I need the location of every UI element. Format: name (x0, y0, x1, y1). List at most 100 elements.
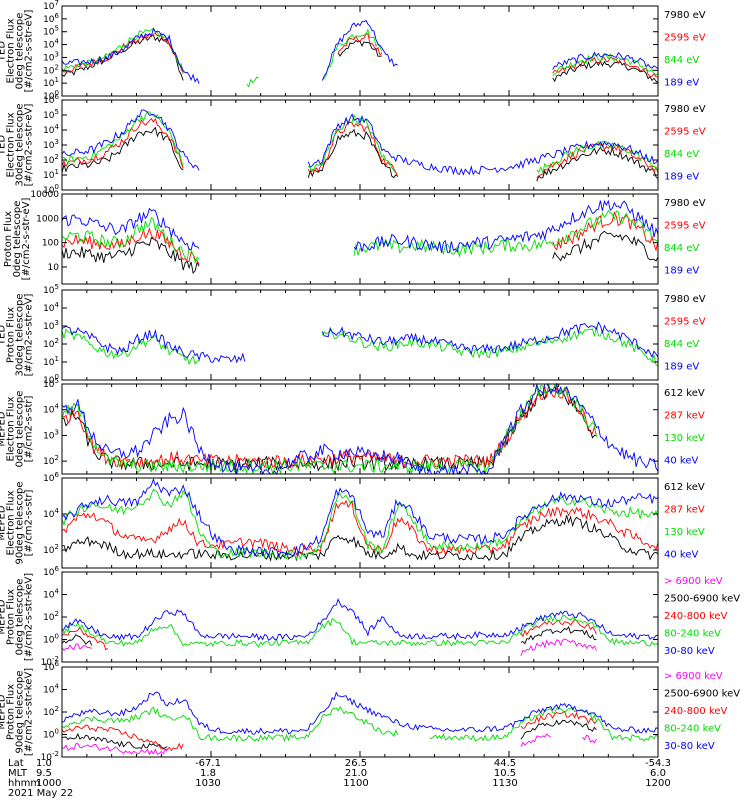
series-line-8-1 (61, 733, 597, 756)
y-tick-label-7-4: 106 (43, 565, 59, 578)
legend-entry-1-1: 7980 eV (664, 10, 706, 21)
footer-value-hhmm-2: 1030 (195, 778, 220, 789)
y-tick-label-3-3: 10000 (30, 190, 59, 200)
y-axis-label-6: MEPEDElectron Flux90deg telescope[#/cm2-… (0, 481, 35, 564)
series-line-6-4 (61, 477, 659, 558)
y-tick-label-1-3: 103 (43, 50, 59, 63)
y-axis-label-7: MEPEDProton Flux0deg telescope[#/cm2-s-s… (0, 573, 35, 661)
legend-entry-3-1: 7980 eV (664, 198, 706, 209)
series-line-6-3 (61, 488, 659, 561)
footer-value-hhmm-1: 1000 (36, 778, 61, 789)
footer-value-hhmm-4: 1130 (492, 778, 517, 789)
legend-entry-6-3: 130 keV (664, 527, 705, 538)
series-line-1-4 (61, 19, 659, 84)
series-line-6-1 (61, 515, 659, 563)
chart-panel-4: 100 101 102 103 104 105 TEDProton Flux30deg te… (0, 283, 706, 386)
y-tick-label-5-3: 105 (43, 377, 59, 390)
y-tick-label-2-6: 106 (43, 93, 59, 106)
footer-value-lat-4: 44.5 (494, 758, 516, 769)
legend-entry-4-2: 2595 eV (664, 317, 706, 328)
legend-entry-1-2: 2595 eV (664, 33, 706, 44)
legend-entry-7-2: 2500-6900 keV (664, 594, 740, 605)
y-tick-label-1-4: 104 (43, 38, 59, 51)
footer-value-mlt-2: 1.8 (200, 768, 216, 779)
y-tick-label-2-0: 100 (43, 183, 59, 196)
chart-panel-8: 10-2 100 102 104 106 MEPEDProton Flux90deg te… (0, 660, 740, 763)
legend-entry-3-3: 844 eV (664, 243, 699, 254)
series-line-2-3 (61, 111, 659, 175)
legend-entry-3-2: 2595 eV (664, 221, 706, 232)
series-line-5-1 (61, 385, 597, 472)
y-axis-label-3: Proton Flux0deg telescope[#/cm2-s-str-eV… (3, 198, 32, 281)
y-tick-label-7-0: 10-2 (41, 655, 59, 668)
y-axis-label-2: TEDElectron Flux30deg telescope[#/cm2-s-… (0, 103, 35, 186)
legend-entry-2-2: 2595 eV (664, 127, 706, 138)
footer-value-mlt-4: 10.5 (494, 768, 516, 779)
chart-panel-5: 102 103 104 105 MEPEDElectron Flux0deg teles… (0, 377, 705, 476)
y-tick-label-4-0: 100 (43, 373, 59, 386)
series-line-8-3 (61, 710, 597, 752)
legend-entry-1-4: 189 eV (664, 78, 699, 89)
y-tick-label-7-3: 104 (43, 588, 59, 601)
series-line-3-4 (61, 199, 659, 253)
y-tick-label-4-1: 101 (43, 355, 59, 368)
y-tick-label-2-2: 102 (43, 153, 59, 166)
series-line-7-1 (61, 638, 597, 656)
y-tick-label-1-2: 102 (43, 63, 59, 76)
series-line-3-3 (61, 209, 659, 264)
y-tick-label-7-2: 102 (43, 610, 59, 623)
y-tick-label-4-2: 102 (43, 337, 59, 350)
legend-entry-4-1: 7980 eV (664, 294, 706, 305)
legend-entry-2-1: 7980 eV (664, 104, 706, 115)
legend-entry-6-4: 40 keV (664, 550, 698, 561)
y-tick-label-8-4: 106 (43, 660, 59, 673)
legend-entry-8-2: 2500-6900 keV (664, 689, 740, 700)
series-line-4-4 (61, 321, 659, 364)
series-line-5-2 (61, 385, 597, 470)
series-line-2-2 (61, 117, 659, 178)
footer-value-mlt-5: 6.0 (650, 768, 666, 779)
y-tick-label-8-3: 104 (43, 683, 59, 696)
y-tick-label-1-7: 107 (43, 0, 59, 12)
legend-entry-7-3: 240-800 keV (664, 611, 728, 622)
y-tick-label-5-2: 104 (43, 403, 59, 416)
footer-value-lat-5: -54.3 (645, 758, 671, 769)
legend-entry-5-2: 287 keV (664, 411, 705, 422)
y-tick-label-1-1: 101 (43, 76, 59, 89)
y-tick-label-7-1: 100 (43, 633, 59, 646)
series-line-8-2 (61, 719, 597, 749)
y-tick-label-1-6: 106 (43, 12, 59, 25)
footer-axis: Lat MLT hhmm 2021 May 22 1.0 -67.1 26.5 44.… (8, 758, 671, 799)
legend-entry-5-1: 612 keV (664, 388, 705, 399)
legend-entry-2-4: 189 eV (664, 172, 699, 183)
y-tick-label-8-2: 102 (43, 705, 59, 718)
y-tick-label-4-4: 104 (43, 301, 59, 314)
series-line-7-5 (61, 598, 658, 641)
y-tick-label-2-1: 101 (43, 168, 59, 181)
y-tick-label-6-0: 102 (43, 543, 59, 556)
footer-date: 2021 May 22 (8, 788, 73, 799)
series-line-8-5 (61, 691, 659, 735)
legend-entry-8-4: 80-240 keV (664, 724, 721, 735)
legend-entry-4-4: 189 eV (664, 362, 699, 373)
footer-label-mlt: MLT (8, 768, 28, 779)
chart-panel-2: 100 101 102 103 104 105 106 TEDElectron Flux30d… (0, 93, 706, 196)
footer-value-lat-1: 1.0 (36, 758, 52, 769)
y-tick-label-8-1: 100 (43, 728, 59, 741)
y-tick-label-2-4: 104 (43, 123, 59, 136)
footer-label-lat: Lat (8, 758, 24, 769)
footer-value-hhmm-5: 1200 (645, 778, 670, 789)
legend-entry-8-1: > 6900 keV (664, 671, 723, 682)
series-line-5-4 (61, 382, 659, 476)
legend-entry-4-3: 844 eV (664, 339, 699, 350)
y-tick-label-4-3: 103 (43, 319, 59, 332)
y-tick-label-2-3: 103 (43, 138, 59, 151)
footer-value-lat-3: 26.5 (345, 758, 367, 769)
series-line-7-2 (61, 626, 597, 646)
series-line-3-1 (61, 230, 659, 275)
y-tick-label-1-0: 100 (43, 89, 59, 102)
footer-value-lat-2: -67.1 (195, 758, 221, 769)
